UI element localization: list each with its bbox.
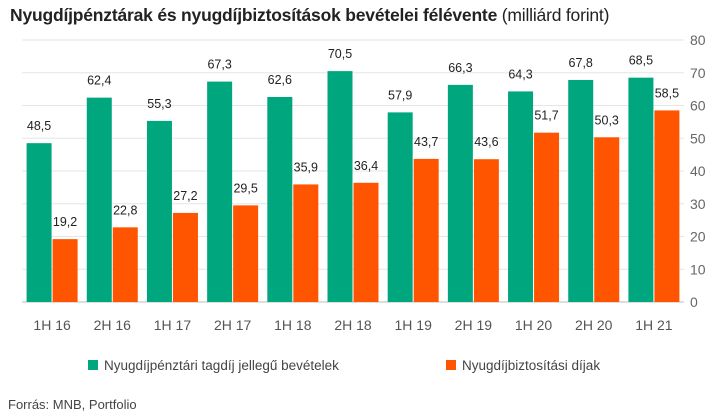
bar-pension-insurance: [112, 227, 138, 302]
y-tick-label: 10: [690, 261, 706, 277]
bar-pension-fund: [327, 71, 353, 302]
bar-pension-insurance: [353, 182, 379, 302]
bar-pension-fund: [146, 120, 172, 302]
legend-swatch: [88, 360, 98, 370]
bar-pension-fund: [26, 143, 52, 302]
data-label: 27,2: [173, 189, 197, 203]
legend-swatch: [446, 360, 456, 370]
bar-pension-fund: [267, 96, 293, 302]
x-tick-label: 1H 17: [154, 317, 192, 333]
bar-pension-fund: [628, 77, 654, 302]
data-label: 62,4: [87, 74, 111, 88]
x-tick-label: 2H 17: [214, 317, 252, 333]
bar-pension-insurance: [233, 205, 259, 302]
bar-pension-insurance: [413, 158, 439, 302]
x-tick-label: 1H 19: [395, 317, 433, 333]
bar-pension-fund: [447, 84, 473, 303]
bar-pension-fund: [387, 112, 413, 302]
x-tick-label: 2H 16: [94, 317, 132, 333]
x-tick-label: 1H 16: [33, 317, 71, 333]
bar-pension-fund: [86, 97, 112, 302]
bar-pension-insurance: [52, 239, 78, 302]
data-label: 35,9: [294, 160, 318, 174]
data-label: 43,7: [414, 135, 438, 149]
x-tick-label: 1H 20: [515, 317, 553, 333]
data-label: 36,4: [354, 159, 378, 173]
bar-pension-insurance: [534, 132, 560, 302]
data-label: 48,5: [27, 119, 51, 133]
data-label: 68,5: [629, 54, 653, 68]
y-tick-label: 40: [690, 163, 706, 179]
data-label: 22,8: [113, 203, 137, 217]
data-label: 58,5: [655, 86, 679, 100]
data-label: 67,8: [569, 56, 593, 70]
data-label: 29,5: [233, 181, 257, 195]
bar-pension-fund: [207, 81, 233, 302]
x-tick-label: 2H 18: [334, 317, 372, 333]
data-label: 67,3: [207, 58, 231, 72]
x-tick-label: 1H 21: [635, 317, 673, 333]
data-label: 51,7: [534, 109, 558, 123]
y-tick-label: 60: [690, 98, 706, 114]
bar-pension-insurance: [172, 212, 198, 302]
data-label: 64,3: [508, 67, 532, 81]
data-label: 50,3: [595, 113, 619, 127]
chart-title-main: Nyugdíjpénztárak és nyugdíjbiztosítások …: [10, 5, 498, 25]
x-tick-label: 2H 20: [575, 317, 613, 333]
bar-pension-insurance: [654, 110, 680, 302]
x-tick-label: 1H 18: [274, 317, 312, 333]
y-tick-label: 0: [690, 294, 698, 310]
data-label: 66,3: [448, 61, 472, 75]
data-label: 55,3: [147, 97, 171, 111]
y-tick-label: 30: [690, 196, 706, 212]
data-label: 62,6: [268, 73, 292, 87]
bar-pension-insurance: [594, 137, 620, 302]
chart-title: Nyugdíjpénztárak és nyugdíjbiztosítások …: [10, 5, 609, 26]
source-note: Forrás: MNB, Portfolio: [8, 397, 137, 412]
legend-label: Nyugdíjpénztári tagdíj jellegű bevételek: [104, 358, 339, 373]
data-label: 19,2: [53, 215, 77, 229]
data-label: 57,9: [388, 88, 412, 102]
y-tick-label: 80: [690, 32, 706, 48]
y-tick-label: 20: [690, 229, 706, 245]
chart-title-unit: (milliárd forint): [501, 5, 610, 25]
data-label: 70,5: [328, 47, 352, 61]
bar-pension-fund: [568, 79, 594, 302]
legend-label: Nyugdíjbiztosítási díjak: [462, 358, 600, 373]
data-label: 43,6: [474, 135, 498, 149]
bar-pension-insurance: [473, 159, 499, 302]
y-tick-label: 50: [690, 130, 706, 146]
bar-pension-fund: [508, 91, 534, 302]
bar-pension-insurance: [293, 184, 319, 302]
y-tick-label: 70: [690, 65, 706, 81]
x-tick-label: 2H 19: [455, 317, 493, 333]
